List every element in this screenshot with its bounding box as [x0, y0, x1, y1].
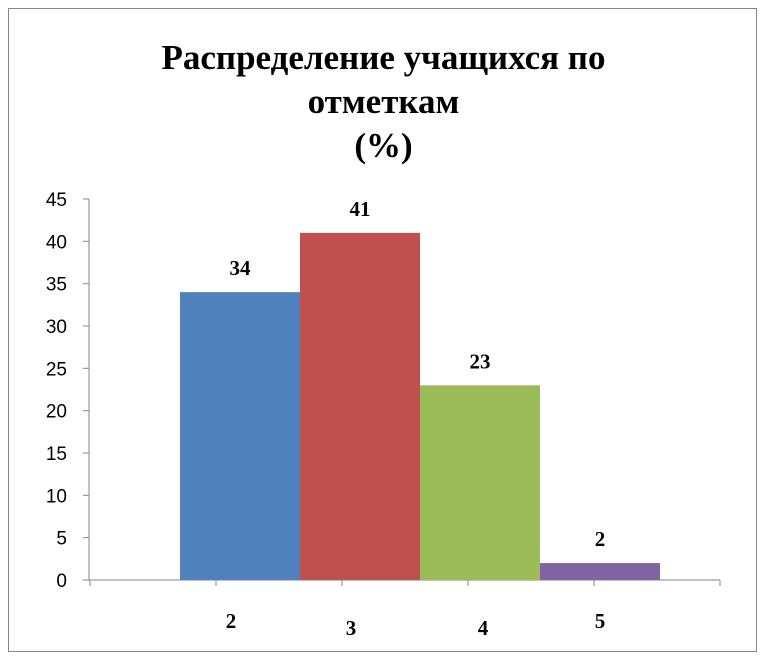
data-label: 41 — [350, 197, 371, 221]
bar-3 — [300, 232, 420, 580]
y-tick-label: 30 — [46, 317, 67, 338]
y-tick-label: 20 — [46, 402, 67, 423]
y-tick-label: 40 — [46, 232, 67, 253]
x-tick-label: 5 — [595, 609, 606, 633]
y-tick-label: 25 — [46, 359, 67, 380]
y-tick-label: 35 — [46, 275, 67, 296]
data-label: 23 — [470, 349, 491, 373]
data-label: 34 — [230, 256, 252, 280]
x-tick-label: 4 — [478, 616, 489, 640]
chart-title-line-3: (%) — [354, 126, 413, 165]
chart-title-line-2: отметкам — [307, 82, 460, 121]
bar-5 — [540, 563, 660, 580]
y-tick-label: 15 — [46, 444, 67, 465]
x-tick-label: 2 — [226, 609, 237, 633]
x-tick-label: 3 — [346, 616, 357, 640]
chart-title: Распределение учащихся по отметкам (%) — [0, 36, 767, 168]
bar-2 — [180, 292, 300, 580]
bar-4 — [420, 385, 540, 580]
y-tick-label: 0 — [56, 571, 67, 592]
y-tick-label: 45 — [46, 190, 67, 211]
y-tick-label: 10 — [46, 486, 67, 507]
data-label: 2 — [595, 527, 606, 551]
chart-title-line-1: Распределение учащихся по — [161, 38, 606, 77]
y-tick-label: 5 — [56, 529, 67, 550]
